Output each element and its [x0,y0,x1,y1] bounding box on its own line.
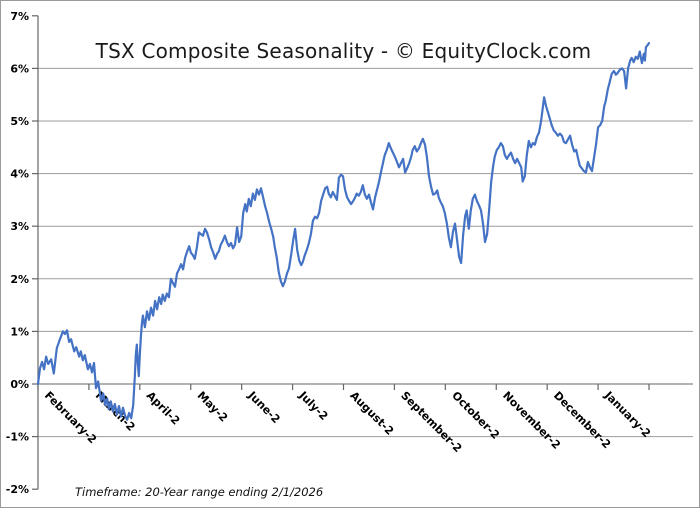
x-tick-label: April-2 [144,389,183,428]
y-tick-label: 6% [10,62,29,75]
y-tick-label: 2% [10,273,29,286]
y-tick-label: -2% [6,483,29,496]
y-tick-label: 5% [10,115,29,128]
y-tick-label: 7% [10,10,29,23]
y-tick-label: 0% [10,378,29,391]
x-tick-label: February-2 [42,389,99,446]
x-tick-label: July-2 [296,388,331,423]
seasonality-line [36,42,651,421]
timeframe-note: Timeframe: 20-Year range ending 2/1/2026 [75,485,324,499]
chart-title: TSX Composite Seasonality - © EquityCloc… [95,39,592,63]
x-tick-label: June-2 [245,388,283,426]
y-tick-label: 1% [10,325,29,338]
x-tick-label: January-2 [601,388,653,440]
y-tick-label: -1% [6,431,29,444]
y-tick-label: 4% [10,168,29,181]
x-tick-label: August-2 [347,389,396,438]
x-tick-label: October-2 [449,389,502,442]
y-tick-label: 3% [10,220,29,233]
x-tick-label: May-2 [195,389,231,425]
